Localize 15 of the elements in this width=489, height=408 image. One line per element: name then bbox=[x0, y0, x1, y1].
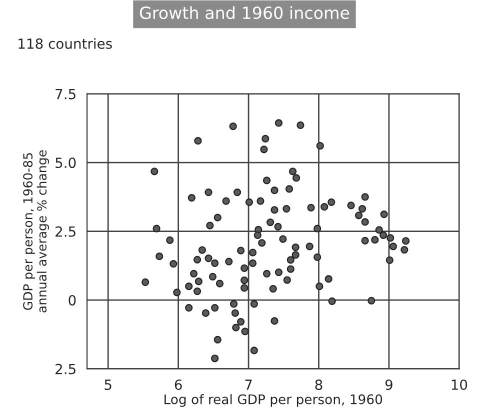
x-tick-label: 7 bbox=[245, 380, 252, 390]
y-tick-label: 2.5 bbox=[56, 226, 76, 237]
x-tick-label: 9 bbox=[385, 379, 392, 390]
x-tick-label: 8 bbox=[315, 379, 322, 390]
chart-subtitle: 118 countries bbox=[18, 38, 112, 49]
x-tick-label: 5 bbox=[104, 380, 112, 390]
x-tick-label: 6 bbox=[174, 379, 182, 390]
chart-title: Growth and 1960 income bbox=[140, 6, 350, 20]
y-tick-label: 7.5 bbox=[56, 88, 76, 100]
y-tick-label: 0 bbox=[68, 295, 76, 306]
y-tick-label: 2.5 bbox=[56, 364, 76, 374]
x-tick-label: 10 bbox=[452, 379, 468, 390]
x-axis-title: Log of real GDP per person, 1960 bbox=[164, 394, 382, 407]
y-axis-title: GDP per person, 1960-85 annual average % change bbox=[23, 150, 49, 312]
y-tick-label: 5.0 bbox=[56, 158, 76, 168]
